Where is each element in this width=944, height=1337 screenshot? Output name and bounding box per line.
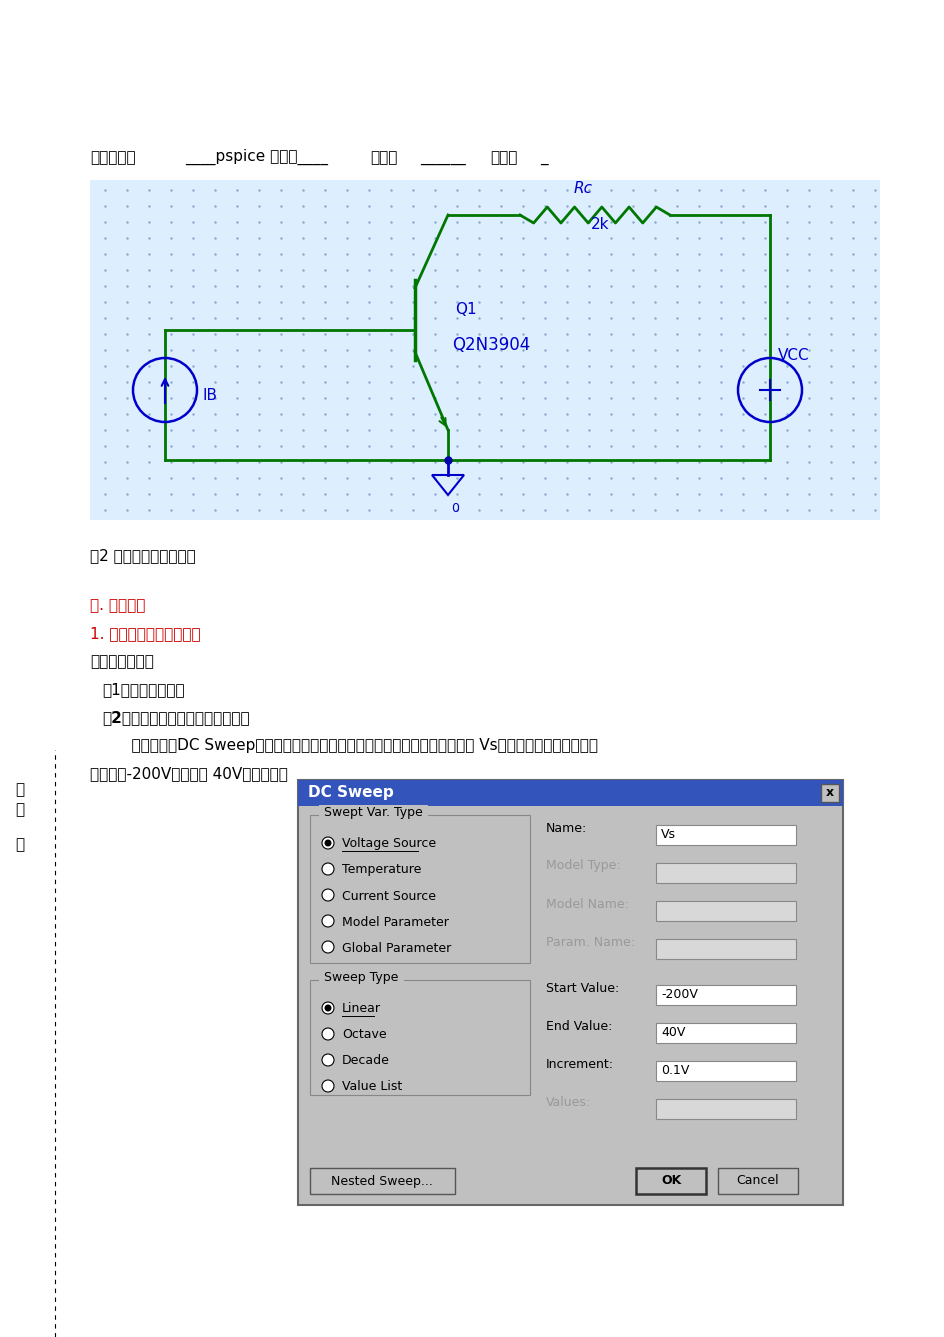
Text: 装: 装 xyxy=(15,802,25,817)
Bar xyxy=(655,1062,795,1082)
Text: ____pspice 的使用____: ____pspice 的使用____ xyxy=(185,148,328,164)
Text: _: _ xyxy=(539,150,547,164)
Text: （2）仿真二极管伏安特性时的设置: （2）仿真二极管伏安特性时的设置 xyxy=(102,710,249,725)
Text: Decade: Decade xyxy=(342,1055,390,1067)
Text: Model Type:: Model Type: xyxy=(546,860,620,873)
Bar xyxy=(655,901,795,921)
Text: Param. Name:: Param. Name: xyxy=(546,936,634,948)
Bar xyxy=(655,862,795,882)
Bar xyxy=(310,816,530,963)
Text: Cancel: Cancel xyxy=(736,1174,779,1187)
Text: 二极管伏安特性: 二极管伏安特性 xyxy=(90,654,154,668)
Text: Start Value:: Start Value: xyxy=(546,981,618,995)
Circle shape xyxy=(322,915,333,927)
Circle shape xyxy=(322,837,333,849)
Text: IB: IB xyxy=(203,388,218,402)
Text: 1. 二极管特性的仿真分析: 1. 二极管特性的仿真分析 xyxy=(90,626,200,640)
Text: 40V: 40V xyxy=(660,1027,684,1039)
Text: 2k: 2k xyxy=(590,217,609,233)
Text: Sweep Type: Sweep Type xyxy=(320,971,402,984)
Text: Vs: Vs xyxy=(660,829,675,841)
Bar xyxy=(655,825,795,845)
Text: （1）输入图电路图: （1）输入图电路图 xyxy=(102,682,184,697)
Text: Octave: Octave xyxy=(342,1028,386,1042)
Text: DC Sweep: DC Sweep xyxy=(308,786,394,801)
Text: Value List: Value List xyxy=(342,1080,402,1094)
Text: 四. 实验原理: 四. 实验原理 xyxy=(90,598,145,612)
Text: Q2N3904: Q2N3904 xyxy=(451,336,530,354)
Bar xyxy=(310,1169,454,1194)
Text: 0: 0 xyxy=(450,501,459,515)
Text: Voltage Source: Voltage Source xyxy=(342,837,436,850)
Text: End Value:: End Value: xyxy=(546,1020,612,1032)
Text: Nested Sweep...: Nested Sweep... xyxy=(330,1174,432,1187)
Bar xyxy=(297,779,842,806)
Circle shape xyxy=(322,889,333,901)
Circle shape xyxy=(324,840,331,846)
Text: Rc: Rc xyxy=(573,180,592,197)
Text: 0.1V: 0.1V xyxy=(660,1064,688,1078)
Bar xyxy=(310,980,530,1095)
Text: 直流扫描（DC Sweep）分析参数设置：扫描变量类型为电压源，扫描变量为 Vs，扫描类型为线性扫描，: 直流扫描（DC Sweep）分析参数设置：扫描变量类型为电压源，扫描变量为 Vs… xyxy=(112,738,598,753)
Text: 学号：: 学号： xyxy=(490,150,516,164)
Bar xyxy=(655,985,795,1005)
Circle shape xyxy=(322,941,333,953)
Circle shape xyxy=(322,1028,333,1040)
Text: Values:: Values: xyxy=(546,1095,591,1108)
Circle shape xyxy=(322,1001,333,1013)
Text: ______: ______ xyxy=(419,150,465,164)
Text: Global Parameter: Global Parameter xyxy=(342,941,451,955)
Bar xyxy=(820,783,838,802)
Text: Model Parameter: Model Parameter xyxy=(342,916,448,928)
Text: 线: 线 xyxy=(15,782,25,797)
Text: Increment:: Increment: xyxy=(546,1058,614,1071)
Text: 订: 订 xyxy=(15,837,25,853)
Text: -200V: -200V xyxy=(660,988,697,1001)
Circle shape xyxy=(324,1004,331,1012)
Text: Swept Var. Type: Swept Var. Type xyxy=(320,806,427,820)
Text: Model Name:: Model Name: xyxy=(546,897,628,910)
Bar xyxy=(297,779,842,1205)
Text: Linear: Linear xyxy=(342,1003,380,1016)
Bar xyxy=(655,939,795,959)
Circle shape xyxy=(322,1054,333,1066)
Text: VCC: VCC xyxy=(777,348,809,364)
Circle shape xyxy=(322,862,333,874)
Text: 初始值为-200V，终值为 40V，增量为。: 初始值为-200V，终值为 40V，增量为。 xyxy=(90,766,288,781)
Text: Q1: Q1 xyxy=(454,302,476,317)
Text: 姓名：: 姓名： xyxy=(370,150,397,164)
Circle shape xyxy=(322,1080,333,1092)
Bar xyxy=(635,1169,705,1194)
Bar xyxy=(655,1023,795,1043)
Text: 图2 三极管特性测试电路: 图2 三极管特性测试电路 xyxy=(90,548,195,563)
Text: Name:: Name: xyxy=(546,821,586,834)
Text: Temperature: Temperature xyxy=(342,864,421,877)
Bar xyxy=(717,1169,797,1194)
Text: x: x xyxy=(825,786,834,800)
Bar xyxy=(90,180,879,520)
Text: Current Source: Current Source xyxy=(342,889,435,902)
Text: OK: OK xyxy=(660,1174,681,1187)
Text: 实验名称：: 实验名称： xyxy=(90,150,136,164)
Bar xyxy=(655,1099,795,1119)
